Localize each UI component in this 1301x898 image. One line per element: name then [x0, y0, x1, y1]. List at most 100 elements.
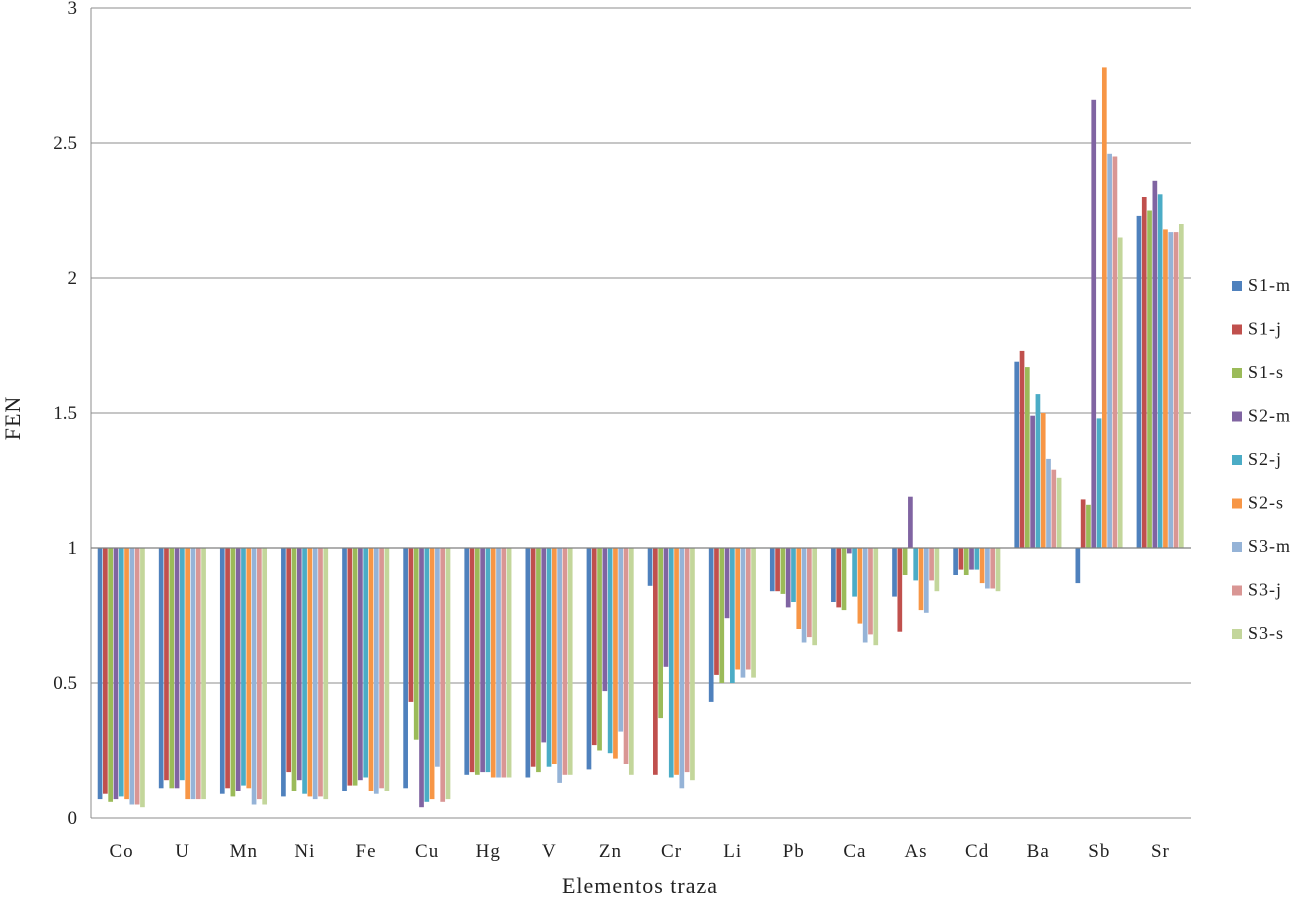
- y-axis-title: FEN: [0, 396, 25, 441]
- x-tick-label: Zn: [599, 841, 622, 862]
- bar: [995, 548, 1001, 592]
- bar: [892, 548, 897, 597]
- bar: [740, 548, 746, 678]
- bar: [158, 548, 164, 789]
- bar: [1075, 548, 1081, 584]
- x-tick-label: Cu: [415, 841, 439, 862]
- bar: [296, 548, 302, 781]
- legend-label: S3-m: [1248, 536, 1291, 556]
- bar: [1136, 215, 1142, 548]
- bar: [469, 548, 475, 773]
- bar: [480, 548, 485, 773]
- bar: [262, 548, 268, 805]
- bar: [506, 548, 512, 778]
- bar: [246, 548, 252, 789]
- x-tick-label: Sb: [1088, 841, 1110, 862]
- bar: [868, 548, 873, 635]
- bar: [257, 548, 262, 800]
- bar: [836, 548, 842, 608]
- legend-swatch: [1232, 542, 1242, 552]
- bar: [429, 548, 435, 800]
- bar: [1173, 232, 1179, 548]
- bar: [180, 548, 185, 781]
- bar: [235, 548, 241, 791]
- bar: [1051, 469, 1057, 548]
- bar: [373, 548, 379, 794]
- bar: [714, 548, 719, 675]
- bar: [775, 548, 780, 592]
- bar: [490, 548, 496, 778]
- bar: [1014, 361, 1020, 548]
- x-tick-label: Sr: [1151, 841, 1170, 862]
- bar: [628, 548, 634, 775]
- x-tick-label: Ca: [843, 841, 866, 862]
- bar: [1035, 394, 1041, 548]
- bar: [241, 548, 246, 786]
- bar: [169, 548, 175, 789]
- bar: [97, 548, 103, 800]
- x-tick-label: Mn: [230, 841, 258, 862]
- bar: [990, 548, 996, 589]
- legend-label: S1-m: [1248, 275, 1291, 295]
- y-tick-label: 1: [68, 538, 78, 559]
- bar: [1152, 180, 1158, 549]
- legend-label: S1-s: [1248, 362, 1284, 382]
- bar: [902, 548, 908, 575]
- bar: [201, 548, 206, 800]
- bar: [623, 548, 629, 764]
- bar: [801, 548, 807, 643]
- bar: [1147, 210, 1152, 548]
- bar: [1163, 229, 1168, 548]
- bar: [562, 548, 568, 775]
- bar: [525, 548, 531, 778]
- bar: [1019, 350, 1025, 548]
- y-tick-label: 0: [68, 808, 78, 829]
- bar: [541, 548, 547, 743]
- x-tick-label: Pb: [783, 841, 805, 862]
- bar: [812, 548, 818, 646]
- bar: [546, 548, 552, 767]
- bar: [846, 548, 852, 554]
- x-tick-label: U: [175, 841, 190, 862]
- bar: [690, 548, 695, 781]
- bar: [496, 548, 501, 778]
- bar: [929, 548, 934, 581]
- bar: [1101, 67, 1107, 549]
- bar: [684, 548, 690, 773]
- legend-swatch: [1232, 368, 1242, 378]
- bar: [230, 548, 236, 797]
- bar: [413, 548, 419, 740]
- x-tick-label: Ni: [294, 841, 315, 862]
- x-tick-label: V: [542, 841, 557, 862]
- bar: [658, 548, 664, 719]
- bar: [551, 548, 557, 764]
- bar: [1112, 156, 1118, 548]
- bar: [1178, 224, 1184, 548]
- bar: [841, 548, 847, 611]
- bar: [724, 548, 730, 619]
- bar: [286, 548, 292, 773]
- bar: [719, 548, 725, 683]
- bar: [403, 548, 408, 789]
- y-tick-label: 0.5: [53, 673, 77, 694]
- bar: [862, 548, 868, 643]
- bar: [424, 548, 430, 802]
- bar: [908, 496, 913, 548]
- bar: [103, 548, 108, 794]
- bar: [751, 548, 756, 678]
- bar: [225, 548, 230, 789]
- bar: [785, 548, 791, 608]
- bar: [464, 548, 470, 775]
- bar: [530, 548, 536, 767]
- bar: [969, 548, 974, 570]
- bar: [1046, 458, 1051, 548]
- x-tick-label: Hg: [476, 841, 501, 862]
- bar: [140, 548, 145, 808]
- legend-label: S1-j: [1248, 319, 1282, 339]
- bar: [708, 548, 714, 702]
- bar: [307, 548, 313, 797]
- bar: [831, 548, 836, 602]
- bar: [347, 548, 353, 786]
- bar: [958, 548, 964, 570]
- y-tick-label: 3: [68, 0, 78, 19]
